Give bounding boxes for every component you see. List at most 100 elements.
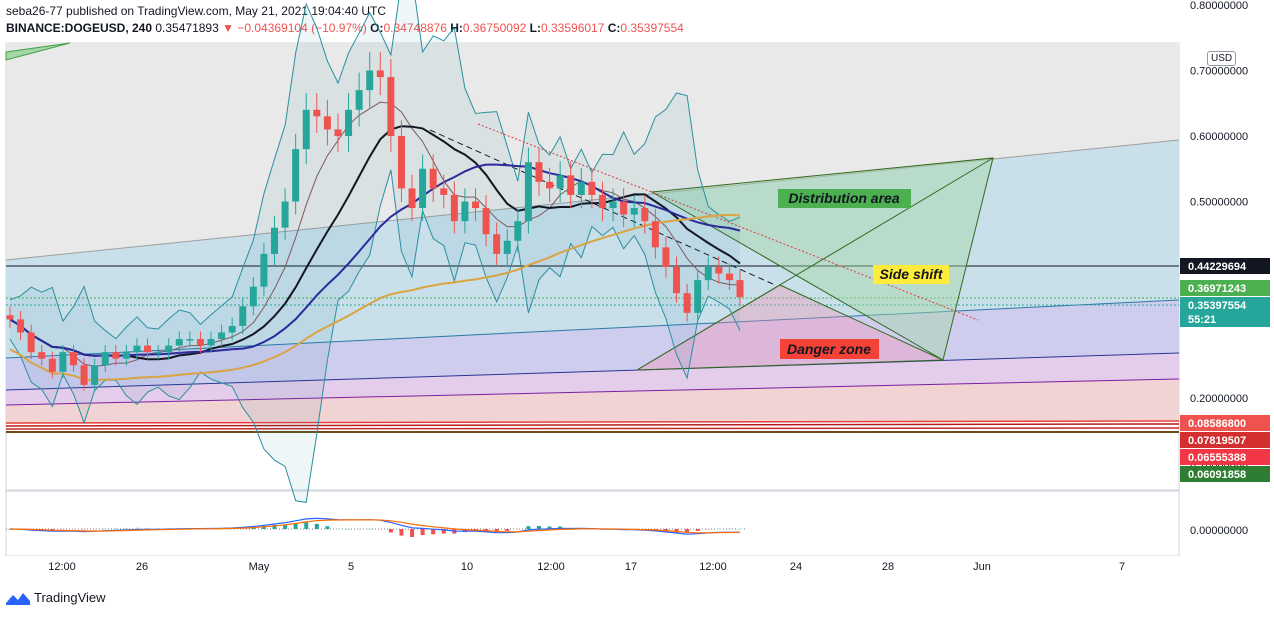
time-tick-label: 12:00 xyxy=(699,561,727,573)
candle-body xyxy=(694,280,702,313)
candle-body xyxy=(556,175,564,189)
symbol-label[interactable]: BINANCE:DOGEUSD, 240 xyxy=(6,21,153,35)
candle-body xyxy=(524,162,532,222)
price-label: 0.06555388 xyxy=(1180,449,1270,465)
candle-body xyxy=(48,358,56,372)
candle-body xyxy=(122,352,130,359)
time-axis[interactable] xyxy=(6,556,1179,578)
candle-body xyxy=(133,345,141,353)
histogram-bar xyxy=(536,525,541,529)
candle-body xyxy=(186,339,194,341)
histogram-bar xyxy=(388,529,393,533)
histogram-bar xyxy=(674,529,679,533)
candle-body xyxy=(461,201,469,222)
candle-body xyxy=(69,352,77,366)
histogram-bar xyxy=(103,528,108,530)
histogram-bar xyxy=(156,528,161,530)
histogram-bar xyxy=(357,528,362,530)
candlesticks xyxy=(6,52,744,391)
price-change: −0.04369104 (−10.97%) xyxy=(237,21,367,35)
candle-body xyxy=(609,201,617,209)
histogram-bar xyxy=(82,529,87,531)
candle-body xyxy=(218,332,226,340)
histogram-bar xyxy=(293,523,298,529)
high-value: 0.36750092 xyxy=(462,21,527,35)
candle-body xyxy=(313,109,321,117)
price-label-bg xyxy=(1180,311,1270,327)
candle-body xyxy=(450,194,458,222)
bollinger-lower-line xyxy=(9,169,741,503)
oscillator-pane[interactable] xyxy=(5,490,1180,557)
price-label-text: 0.36971243 xyxy=(1188,283,1246,295)
candle-body xyxy=(27,332,35,353)
candle-body xyxy=(249,286,257,307)
price-label: 0.06091858 xyxy=(1180,466,1270,482)
histogram-bar xyxy=(92,529,97,530)
oscillator-zero-label: 0.00000000 xyxy=(1190,525,1248,537)
candle-body xyxy=(175,339,183,346)
price-label-bg xyxy=(1180,449,1270,465)
time-tick-label: May xyxy=(249,561,270,573)
histogram-bar xyxy=(378,529,383,530)
candle-body xyxy=(334,129,342,136)
purple-channel-line xyxy=(5,378,1180,406)
time-axis-labels: 12:00 26 May 5 10 12:00 17 12:00 24 28 Jun 7 xyxy=(48,561,1125,573)
blue-channel-line xyxy=(5,299,1180,359)
candle-body xyxy=(207,339,215,346)
histogram-bar xyxy=(145,527,150,529)
candle-body xyxy=(345,109,353,136)
danger-zone-label[interactable]: Danger zone xyxy=(780,339,879,359)
candle-body xyxy=(641,208,649,222)
candle-body xyxy=(355,90,363,110)
candle-body xyxy=(270,227,278,254)
time-tick-label: 12:00 xyxy=(537,561,565,573)
moving-averages xyxy=(9,101,741,382)
candle-body xyxy=(472,201,480,209)
price-label: 55:21 xyxy=(1180,311,1270,327)
candle-body xyxy=(598,194,606,209)
histogram-bar xyxy=(367,528,372,530)
histogram-bar xyxy=(727,528,732,530)
candle-body xyxy=(503,240,511,254)
price-label-bg xyxy=(1180,432,1270,448)
footer-brand[interactable]: TradingView xyxy=(6,590,106,605)
ma-fast-line xyxy=(9,101,741,367)
distribution-area-label[interactable]: Distribution area xyxy=(778,189,911,208)
lavender-channel-fill xyxy=(6,300,1179,390)
purple-channel-fill xyxy=(6,353,1179,405)
candle-body xyxy=(419,168,427,209)
histogram-bar xyxy=(547,526,552,529)
candle-body xyxy=(239,306,247,326)
histogram-bar xyxy=(304,522,309,529)
price-label: 0.36971243 xyxy=(1180,280,1270,296)
tradingview-brand-text: TradingView xyxy=(34,590,106,605)
currency-badge[interactable]: USD xyxy=(1207,51,1237,66)
price-label-bg xyxy=(1180,415,1270,431)
candle-body xyxy=(144,345,152,353)
histogram-bar xyxy=(134,527,139,529)
candle-body xyxy=(228,325,236,333)
histogram-bar xyxy=(716,528,721,530)
price-labels: 0.44229694 0.36971243 0.35397554 55:21 0.085… xyxy=(1180,258,1270,482)
price-axis[interactable]: 0.900000000.800000000.700000000.60000000… xyxy=(1190,0,1248,471)
low-label: L: xyxy=(529,21,541,35)
time-tick-label: 12:00 xyxy=(48,561,76,573)
candle-body xyxy=(493,234,501,254)
candle-body xyxy=(662,247,670,267)
candle-body xyxy=(683,293,691,313)
price-label: 0.08586800 xyxy=(1180,415,1270,431)
price-label-bg xyxy=(1180,466,1270,482)
signal-line xyxy=(9,519,741,534)
candle-body xyxy=(514,221,522,241)
candle-body xyxy=(91,365,99,385)
candle-body xyxy=(546,181,554,189)
pink-channel-fill xyxy=(6,379,1179,422)
histogram-bar xyxy=(272,524,277,529)
price-label-text: 0.35397554 xyxy=(1188,300,1247,312)
candle-body xyxy=(673,267,681,294)
price-label: 0.07819507 xyxy=(1180,432,1270,448)
histogram-bar xyxy=(60,529,65,531)
side-shift-label[interactable]: Side shift xyxy=(873,265,949,284)
macd-oscillator xyxy=(6,517,745,538)
